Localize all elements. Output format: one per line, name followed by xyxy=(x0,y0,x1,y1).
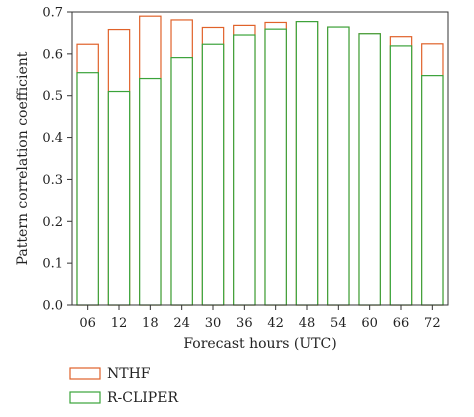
legend-swatch xyxy=(69,367,101,380)
legend-label: NTHF xyxy=(107,366,151,382)
x-axis-title: Forecast hours (UTC) xyxy=(183,336,336,352)
x-tick-label: 30 xyxy=(205,316,222,331)
x-tick-label: 06 xyxy=(79,316,96,331)
bar-r-cliper-18 xyxy=(139,77,162,306)
y-tick-label: 0.4 xyxy=(42,131,63,146)
x-tick-label: 18 xyxy=(142,316,159,331)
bar-r-cliper-12 xyxy=(107,90,131,306)
bar-r-cliper-06 xyxy=(76,72,99,306)
y-tick-label: 0.3 xyxy=(42,173,63,188)
x-tick-label: 60 xyxy=(361,316,378,331)
y-tick-label: 0.0 xyxy=(42,299,63,314)
bar-r-cliper-48 xyxy=(295,21,319,306)
bars-layer xyxy=(76,15,444,306)
bar-r-cliper-30 xyxy=(201,43,225,306)
legend-label: R-CLIPER xyxy=(107,390,178,406)
x-tick-label: 42 xyxy=(267,316,284,331)
bar-r-cliper-72 xyxy=(421,75,444,306)
x-tick-label: 36 xyxy=(236,316,253,331)
y-axis-title: Pattern correlation coefficient xyxy=(15,51,31,265)
bar-r-cliper-60 xyxy=(358,33,381,306)
y-tick-label: 0.7 xyxy=(42,6,63,21)
legend: NTHF R-CLIPER xyxy=(69,366,178,406)
y-tick-label: 0.2 xyxy=(42,215,63,230)
x-axis: 06 12 18 24 30 36 42 48 54 60 66 72 xyxy=(79,305,441,331)
bar-r-cliper-24 xyxy=(170,57,193,306)
y-tick-label: 0.6 xyxy=(42,47,63,62)
x-tick-label: 66 xyxy=(393,316,410,331)
y-axis: 0.0 0.1 0.2 0.3 0.4 0.5 0.6 0.7 xyxy=(42,6,72,314)
y-tick-label: 0.1 xyxy=(42,257,63,272)
bar-r-cliper-54 xyxy=(327,26,350,306)
x-tick-label: 12 xyxy=(111,316,128,331)
bar-r-cliper-36 xyxy=(233,34,256,306)
x-tick-label: 48 xyxy=(299,316,316,331)
plot-area-frame xyxy=(71,11,449,306)
x-tick-label: 24 xyxy=(173,316,190,331)
bar-r-cliper-66 xyxy=(389,45,413,306)
bar-r-cliper-42 xyxy=(264,28,287,306)
legend-swatch xyxy=(69,391,101,404)
x-tick-label: 54 xyxy=(330,316,347,331)
y-tick-label: 0.5 xyxy=(42,89,63,104)
x-tick-label: 72 xyxy=(424,316,441,331)
